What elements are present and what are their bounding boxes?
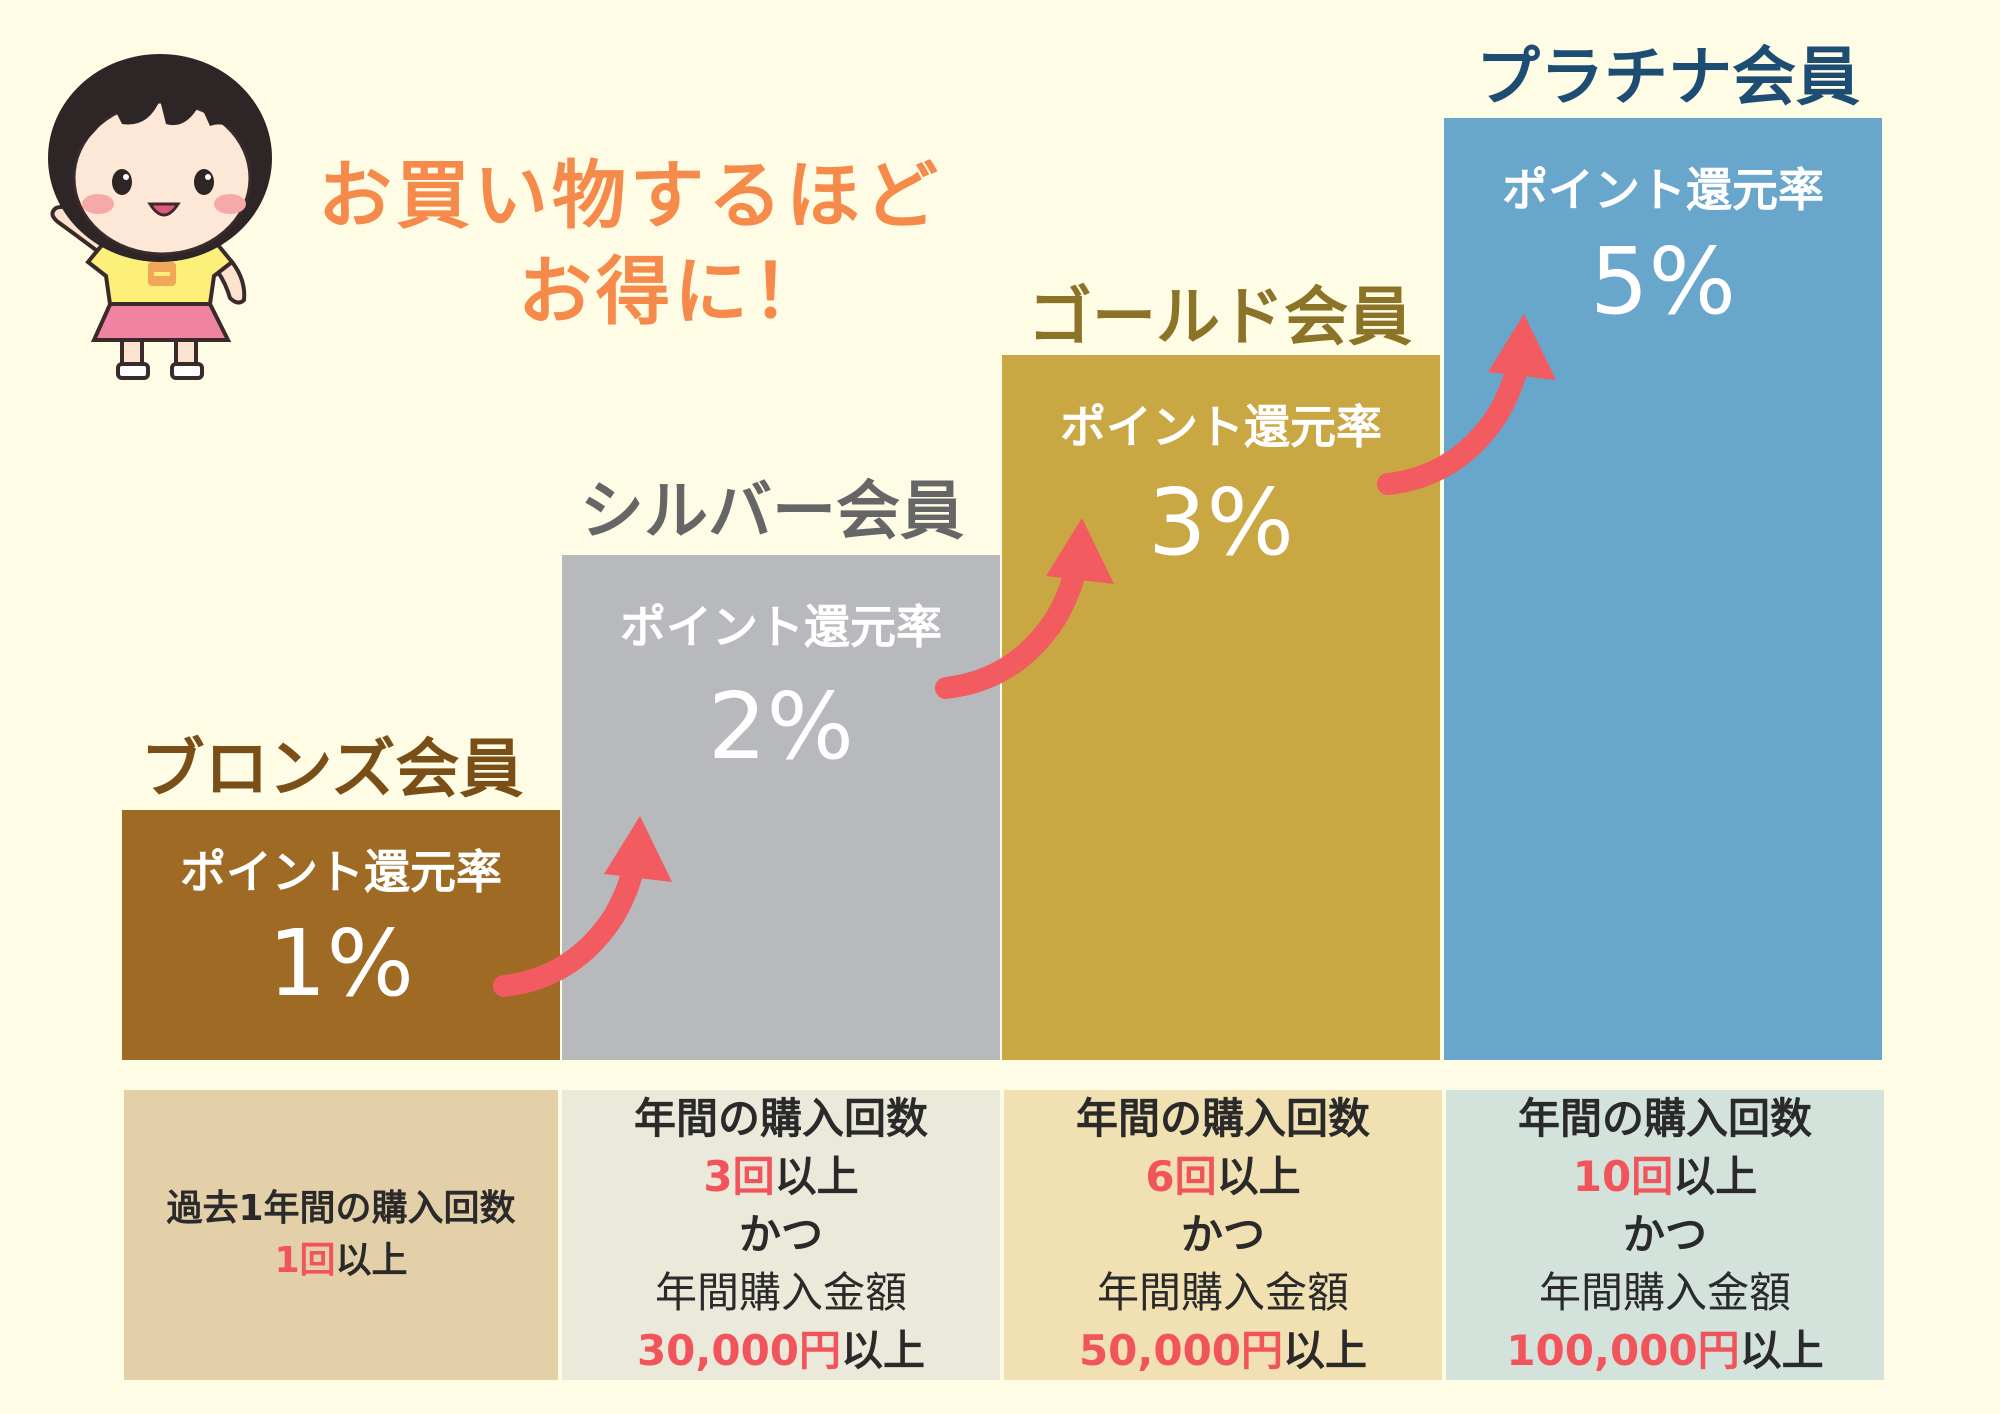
curved-up-arrow-icon bbox=[946, 518, 1114, 688]
condition-silver-count: 3回 bbox=[703, 1152, 775, 1201]
condition-gold-amount-line: 50,000円以上 bbox=[1079, 1322, 1367, 1380]
condition-gold: 年間の購入回数 6回以上 かつ 年間購入金額 50,000円以上 bbox=[1004, 1090, 1442, 1380]
condition-platinum-line4: 年間購入金額 bbox=[1538, 1268, 1791, 1317]
bar-bronze-rate: 1% bbox=[268, 910, 414, 1017]
bar-platinum-label: ポイント還元率 bbox=[1502, 163, 1824, 217]
bar-bronze-label: ポイント還元率 bbox=[180, 845, 502, 899]
condition-bronze-count-line: 1回以上 bbox=[274, 1235, 407, 1287]
condition-silver-amount-suffix: 以上 bbox=[841, 1326, 926, 1375]
condition-silver-amount-line: 30,000円以上 bbox=[637, 1322, 925, 1380]
tier-name-silver: シルバー会員 bbox=[580, 475, 964, 549]
condition-silver-amount: 30,000円 bbox=[636, 1326, 842, 1375]
condition-silver-count-line: 3回以上 bbox=[703, 1148, 858, 1206]
condition-gold-line1: 年間の購入回数 bbox=[1075, 1094, 1370, 1143]
condition-platinum-count: 10回 bbox=[1572, 1152, 1674, 1201]
condition-gold-line4: 年間購入金額 bbox=[1096, 1268, 1349, 1317]
condition-silver: 年間の購入回数 3回以上 かつ 年間購入金額 30,000円以上 bbox=[562, 1090, 1000, 1380]
bar-silver-rate: 2% bbox=[708, 673, 854, 780]
condition-silver-line4: 年間購入金額 bbox=[654, 1268, 907, 1317]
condition-gold-conj: かつ bbox=[1180, 1210, 1265, 1259]
condition-platinum-amount: 100,000円 bbox=[1506, 1326, 1740, 1375]
condition-bronze-count: 1回 bbox=[274, 1240, 336, 1281]
condition-silver-conj: かつ bbox=[738, 1210, 823, 1259]
condition-gold-amount: 50,000円 bbox=[1078, 1326, 1284, 1375]
condition-platinum: 年間の購入回数 10回以上 かつ 年間購入金額 100,000円以上 bbox=[1446, 1090, 1884, 1380]
bar-gold: ポイント還元率 3% bbox=[1002, 355, 1440, 1060]
condition-platinum-count-suffix: 以上 bbox=[1673, 1152, 1758, 1201]
condition-platinum-amount-line: 100,000円以上 bbox=[1506, 1322, 1823, 1380]
condition-silver-count-suffix: 以上 bbox=[774, 1152, 859, 1201]
condition-gold-count-suffix: 以上 bbox=[1216, 1152, 1301, 1201]
bar-silver: ポイント還元率 2% bbox=[562, 555, 1000, 1060]
tier-name-gold: ゴールド会員 bbox=[1028, 281, 1412, 355]
tier-name-platinum: プラチナ会員 bbox=[1476, 41, 1860, 115]
bar-gold-label: ポイント還元率 bbox=[1060, 400, 1382, 454]
condition-gold-count-line: 6回以上 bbox=[1145, 1148, 1300, 1206]
condition-silver-line1: 年間の購入回数 bbox=[633, 1094, 928, 1143]
title-line-2: お得に！ bbox=[518, 249, 830, 335]
condition-platinum-count-line: 10回以上 bbox=[1573, 1148, 1757, 1206]
condition-bronze-line1: 過去1年間の購入回数 bbox=[166, 1188, 516, 1229]
condition-gold-count: 6回 bbox=[1145, 1152, 1217, 1201]
curved-up-arrow-icon bbox=[1388, 314, 1556, 484]
condition-bronze-count-suffix: 以上 bbox=[335, 1240, 408, 1281]
bar-platinum: ポイント還元率 5% bbox=[1444, 118, 1882, 1060]
curved-up-arrow-icon bbox=[504, 816, 672, 986]
title-line-1: お買い物するほど bbox=[318, 153, 942, 239]
bar-gold-rate: 3% bbox=[1148, 469, 1294, 576]
bar-bronze: ポイント還元率 1% bbox=[122, 810, 560, 1060]
bar-silver-label: ポイント還元率 bbox=[620, 600, 942, 654]
condition-bronze: 過去1年間の購入回数 1回以上 bbox=[124, 1090, 558, 1380]
condition-gold-amount-suffix: 以上 bbox=[1283, 1326, 1368, 1375]
tier-name-bronze: ブロンズ会員 bbox=[140, 733, 524, 807]
bar-platinum-rate: 5% bbox=[1590, 228, 1736, 335]
condition-platinum-line1: 年間の購入回数 bbox=[1517, 1094, 1812, 1143]
condition-platinum-amount-suffix: 以上 bbox=[1739, 1326, 1824, 1375]
condition-platinum-conj: かつ bbox=[1622, 1210, 1707, 1259]
